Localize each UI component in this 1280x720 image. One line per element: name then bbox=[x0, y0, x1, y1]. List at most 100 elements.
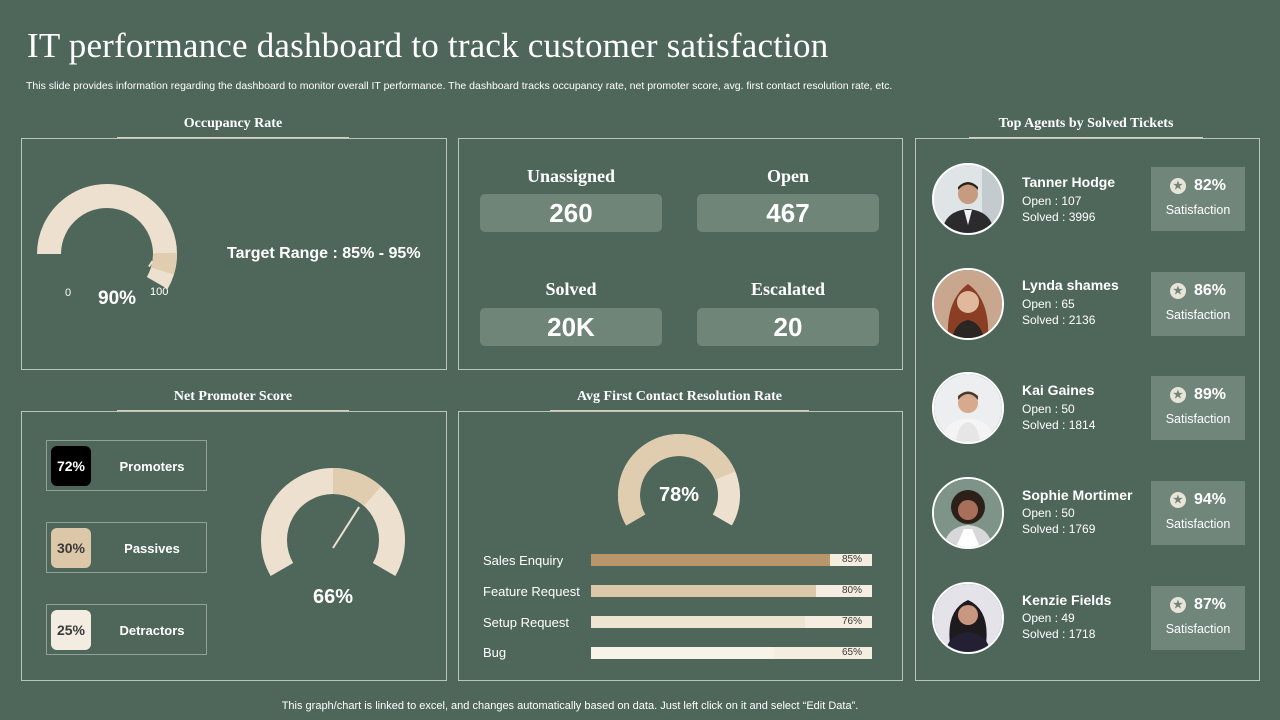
agent-solved-count: Solved : 1814 bbox=[1022, 418, 1095, 432]
star-icon: ★ bbox=[1169, 387, 1186, 403]
bar-track-setup-request: 76% bbox=[591, 616, 872, 628]
agent-name: Kenzie Fields bbox=[1022, 592, 1112, 608]
passives-badge: 30% bbox=[51, 528, 91, 568]
agent-satisfaction-pct: 94% bbox=[1193, 491, 1227, 508]
agent-solved-value: 1718 bbox=[1068, 627, 1096, 641]
agent-open-value: 65 bbox=[1061, 297, 1075, 311]
resolution-title: Avg First Contact Resolution Rate bbox=[576, 389, 783, 404]
bar-track-bug: 65% bbox=[591, 647, 872, 659]
person-avatar-icon bbox=[934, 165, 1002, 233]
resolution-value: 78% bbox=[658, 484, 700, 506]
person-avatar-icon bbox=[934, 479, 1002, 547]
star-icon: ★ bbox=[1169, 178, 1186, 194]
solved-value: 20K bbox=[480, 308, 662, 346]
occupancy-target-range: Target Range : 85% - 95% bbox=[227, 245, 421, 262]
agent-satisfaction-label: Satisfaction bbox=[1165, 308, 1231, 322]
agent-open-count: Open : 49 bbox=[1022, 611, 1075, 625]
agent-avatar bbox=[932, 372, 1004, 444]
agent-satisfaction-label: Satisfaction bbox=[1165, 203, 1231, 217]
agent-satisfaction-card: ★ 94% Satisfaction bbox=[1151, 481, 1245, 545]
agent-open-count: Open : 50 bbox=[1022, 402, 1075, 416]
star-icon: ★ bbox=[1169, 597, 1186, 613]
bar-label-bug: Bug bbox=[483, 645, 507, 660]
agent-solved-label: Solved : bbox=[1022, 210, 1069, 224]
unassigned-value: 260 bbox=[480, 194, 662, 232]
occupancy-gauge bbox=[37, 184, 177, 289]
agent-solved-label: Solved : bbox=[1022, 418, 1069, 432]
nps-gauge-needle bbox=[332, 506, 360, 549]
agent-satisfaction-pct: 87% bbox=[1193, 596, 1227, 613]
occupancy-gauge-track bbox=[37, 184, 177, 289]
agent-satisfaction-card: ★ 87% Satisfaction bbox=[1151, 586, 1245, 650]
agent-open-value: 107 bbox=[1061, 194, 1082, 208]
unassigned-label: Unassigned bbox=[526, 166, 616, 186]
agent-open-count: Open : 50 bbox=[1022, 506, 1075, 520]
nps-passives-row: 30% Passives bbox=[46, 522, 207, 573]
nps-panel bbox=[21, 411, 447, 681]
open-label: Open bbox=[766, 166, 809, 186]
detractors-label: Detractors bbox=[119, 623, 185, 638]
agent-satisfaction-value: ★ 82% bbox=[1151, 177, 1245, 195]
agent-solved-label: Solved : bbox=[1022, 313, 1069, 327]
agent-open-value: 50 bbox=[1061, 506, 1075, 520]
bar-fill-setup-request bbox=[591, 616, 805, 628]
occupancy-gauge-needle bbox=[148, 260, 154, 268]
agents-panel bbox=[915, 138, 1260, 681]
bar-fill-sales-enquiry bbox=[591, 554, 830, 566]
agent-avatar bbox=[932, 477, 1004, 549]
bar-value-bug: 65% bbox=[841, 647, 862, 658]
promoters-badge: 72% bbox=[51, 446, 91, 486]
bar-label-feature-request: Feature Request bbox=[483, 584, 580, 599]
solved-label: Solved bbox=[545, 279, 597, 299]
agent-satisfaction-value: ★ 86% bbox=[1151, 282, 1245, 300]
agent-satisfaction-value: ★ 89% bbox=[1151, 386, 1245, 404]
agent-satisfaction-value: ★ 87% bbox=[1151, 596, 1245, 614]
agent-satisfaction-card: ★ 86% Satisfaction bbox=[1151, 272, 1245, 336]
agent-open-value: 50 bbox=[1061, 402, 1075, 416]
agent-satisfaction-label: Satisfaction bbox=[1165, 412, 1231, 426]
agent-name: Lynda shames bbox=[1022, 277, 1119, 293]
agent-avatar bbox=[932, 582, 1004, 654]
promoters-label: Promoters bbox=[119, 459, 185, 474]
agent-avatar bbox=[932, 163, 1004, 235]
agent-avatar bbox=[932, 268, 1004, 340]
agent-solved-count: Solved : 2136 bbox=[1022, 313, 1095, 327]
agent-name: Kai Gaines bbox=[1022, 382, 1095, 398]
escalated-label: Escalated bbox=[751, 279, 825, 299]
agent-satisfaction-pct: 82% bbox=[1193, 177, 1227, 194]
agent-satisfaction-card: ★ 82% Satisfaction bbox=[1151, 167, 1245, 231]
agents-title: Top Agents by Solved Tickets bbox=[998, 116, 1174, 131]
agent-open-label: Open : bbox=[1022, 194, 1062, 208]
bar-fill-bug bbox=[591, 647, 774, 659]
occupancy-min-label: 0 bbox=[65, 287, 72, 299]
bar-track-feature-request: 80% bbox=[591, 585, 872, 597]
agent-solved-label: Solved : bbox=[1022, 627, 1069, 641]
star-icon: ★ bbox=[1169, 492, 1186, 508]
agent-solved-value: 1769 bbox=[1068, 522, 1096, 536]
agent-satisfaction-label: Satisfaction bbox=[1165, 517, 1231, 531]
bar-value-sales-enquiry: 85% bbox=[841, 554, 862, 565]
page-title: IT performance dashboard to track custom… bbox=[27, 26, 829, 65]
resolution-gauge bbox=[618, 433, 740, 526]
bar-value-setup-request: 76% bbox=[841, 616, 862, 627]
nps-gauge bbox=[261, 468, 405, 576]
nps-promoters-row: 72% Promoters bbox=[46, 440, 207, 491]
agent-solved-label: Solved : bbox=[1022, 522, 1069, 536]
agent-open-count: Open : 107 bbox=[1022, 194, 1081, 208]
nps-gauge-track bbox=[261, 468, 405, 576]
bar-value-feature-request: 80% bbox=[841, 585, 862, 596]
agent-satisfaction-label: Satisfaction bbox=[1165, 622, 1231, 636]
agent-satisfaction-value: ★ 94% bbox=[1151, 491, 1245, 509]
bar-track-sales-enquiry: 85% bbox=[591, 554, 872, 566]
agent-satisfaction-card: ★ 89% Satisfaction bbox=[1151, 376, 1245, 440]
agent-solved-count: Solved : 3996 bbox=[1022, 210, 1095, 224]
agent-open-label: Open : bbox=[1022, 402, 1062, 416]
agent-solved-count: Solved : 1718 bbox=[1022, 627, 1095, 641]
nps-detractors-row: 25% Detractors bbox=[46, 604, 207, 655]
nps-score: 66% bbox=[312, 586, 354, 608]
person-avatar-icon bbox=[934, 584, 1002, 652]
resolution-panel bbox=[458, 411, 903, 681]
resolution-gauge-fill bbox=[618, 433, 736, 526]
agent-solved-value: 1814 bbox=[1068, 418, 1096, 432]
agent-open-label: Open : bbox=[1022, 506, 1062, 520]
